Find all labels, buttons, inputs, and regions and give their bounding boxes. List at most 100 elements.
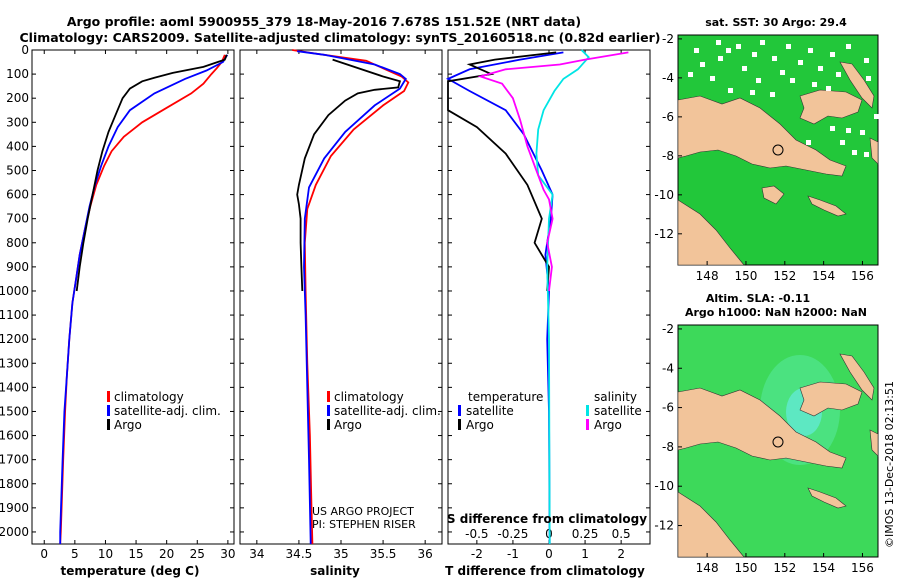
legend-heading-salinity: salinity (594, 390, 637, 404)
missing-data-cell (830, 126, 835, 131)
map-y-tick-label: -12 (654, 519, 674, 533)
y-tick-label: 900 (6, 260, 29, 274)
new-ireland-land (839, 353, 875, 401)
australia-land (677, 199, 745, 266)
map-x-tick-label: 150 (735, 269, 758, 283)
legend-swatch-argo (107, 419, 110, 430)
t-difference-x-label: T difference from climatology (445, 564, 645, 578)
missing-data-cell (826, 86, 831, 91)
s-difference-x-label: S difference from climatology (447, 512, 647, 526)
y-tick-label: 1000 (0, 284, 29, 298)
x-tick-label: 35 (333, 547, 348, 561)
imos-credit: ©IMOS 13-Dec-2018 02:13:51 (883, 381, 896, 548)
salinity-x-label: salinity (310, 564, 360, 578)
y-tick-label: 100 (6, 67, 29, 81)
missing-data-cell (760, 40, 765, 45)
bottom-sla-map: 148 150 152 154 156 -2 -4 -6 -8 -10 -12 (654, 322, 879, 575)
x-tick-label: 36 (418, 547, 433, 561)
map-y-tick-label: -8 (662, 149, 674, 163)
legend-label-s-satellite: satellite (594, 404, 642, 418)
salinity-plot: 34 34.5 35 35.5 36 (240, 49, 442, 561)
y-tick-label: 1500 (0, 404, 29, 418)
map-y-tick-label: -6 (662, 401, 674, 415)
y-tick-label: 300 (6, 115, 29, 129)
x-tick-label: 5 (71, 547, 79, 561)
missing-data-cell (726, 48, 731, 53)
map-x-tick-label: 148 (696, 269, 719, 283)
missing-data-cell (836, 72, 841, 77)
missing-data-cell (846, 44, 851, 49)
s-tick-label: -0.5 (465, 527, 488, 541)
top-map-title: sat. SST: 30 Argo: 29.4 (705, 16, 847, 29)
series-line-salinity-satellite (535, 49, 590, 545)
new-britain-land (799, 89, 863, 125)
legend-label-s-argo: Argo (594, 418, 622, 432)
s-tick-label: -0.25 (497, 527, 528, 541)
map-y-tick-label: -12 (654, 227, 674, 241)
new-ireland-land (839, 61, 875, 109)
missing-data-cell (710, 76, 715, 81)
map-x-tick-label: 152 (773, 269, 796, 283)
figure-title-line2: Climatology: CARS2009. Satellite-adjuste… (19, 30, 660, 46)
map-x-tick-label: 148 (696, 561, 719, 575)
legend-swatch-t-satellite (458, 405, 461, 416)
missing-data-cell (694, 48, 699, 53)
x-tick-label: 30 (220, 547, 235, 561)
legend-swatch-climatology (327, 391, 330, 402)
y-tick-label: 1900 (0, 501, 29, 515)
bougainville-land (869, 137, 879, 165)
missing-data-cell (864, 152, 869, 157)
legend-swatch-satellite (107, 405, 110, 416)
y-tick-label: 1800 (0, 477, 29, 491)
project-credit: US ARGO PROJECT (312, 505, 414, 518)
missing-data-cell (818, 66, 823, 71)
x-tick-label: 10 (98, 547, 113, 561)
y-tick-label: 700 (6, 212, 29, 226)
missing-data-cell (830, 52, 835, 57)
difference-plot: -2 -1 0 1 2-0.5 -0.25 0 0.25 0.5 (445, 49, 650, 561)
legend-label-argo: Argo (114, 418, 142, 432)
missing-data-cell (716, 40, 721, 45)
missing-data-cell (812, 82, 817, 87)
trobriand-land (761, 185, 785, 205)
map-y-tick-label: -2 (662, 32, 674, 46)
map-x-tick-label: 156 (851, 561, 874, 575)
map-y-tick-label: -8 (662, 440, 674, 454)
legend-label-climatology: climatology (114, 390, 184, 404)
x-tick-label: 1 (581, 547, 589, 561)
legend-heading-temperature: temperature (468, 390, 543, 404)
map-x-tick-label: 154 (812, 561, 835, 575)
louisiade-land (807, 195, 847, 217)
missing-data-cell (806, 140, 811, 145)
legend-swatch-t-argo (458, 419, 461, 430)
x-tick-label: 34 (249, 547, 264, 561)
map-y-tick-label: -6 (662, 110, 674, 124)
missing-data-cell (864, 58, 869, 63)
map-x-tick-label: 154 (812, 269, 835, 283)
missing-data-cell (736, 44, 741, 49)
missing-data-cell (718, 56, 723, 61)
y-tick-label: 1100 (0, 308, 29, 322)
bougainville-land (869, 429, 879, 457)
argo-float-marker-bottom (772, 436, 784, 448)
missing-data-cell (756, 78, 761, 83)
temperature-legend: climatology satellite-adj. clim. Argo (107, 390, 221, 432)
legend-label-t-argo: Argo (466, 418, 494, 432)
y-tick-label: 1200 (0, 332, 29, 346)
missing-data-cells (688, 40, 879, 157)
missing-data-cell (846, 128, 851, 133)
s-tick-label: 0.25 (572, 527, 599, 541)
legend-swatch-satellite (327, 405, 330, 416)
legend-swatch-climatology (107, 391, 110, 402)
x-tick-label: -2 (471, 547, 483, 561)
legend-swatch-s-argo (586, 419, 589, 430)
missing-data-cell (780, 70, 785, 75)
temperature-x-label: temperature (deg C) (61, 564, 200, 578)
missing-data-cell (860, 130, 865, 135)
y-tick-label: 800 (6, 236, 29, 250)
figure-title-line1: Argo profile: aoml 5900955_379 18-May-20… (67, 14, 581, 30)
difference-legend: temperature satellite Argo salinity sate… (458, 390, 642, 432)
x-tick-label: 2 (617, 547, 625, 561)
legend-swatch-s-satellite (586, 405, 589, 416)
